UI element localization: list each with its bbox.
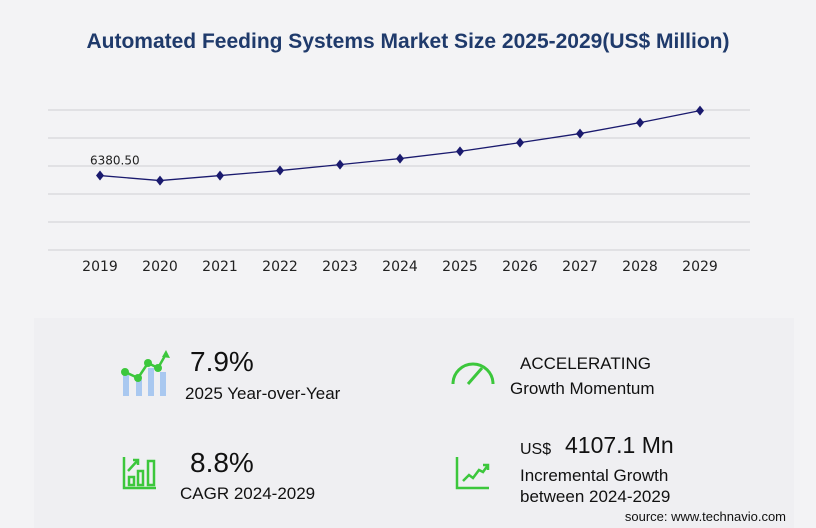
- incr-label-2: between 2024-2029: [520, 487, 671, 506]
- data-point-2019: [96, 170, 104, 181]
- x-tick-label: 2026: [502, 259, 538, 275]
- data-point-2027: [576, 128, 584, 139]
- data-point-2026: [516, 137, 524, 148]
- data-point-2024: [396, 153, 404, 164]
- x-tick-label: 2022: [262, 259, 298, 275]
- growth-chart-icon: [121, 350, 170, 396]
- stats-panel: [34, 318, 794, 528]
- x-tick-label: 2020: [142, 259, 178, 275]
- x-tick-label: 2023: [322, 259, 358, 275]
- cagr-value: 8.8%: [190, 447, 254, 478]
- yoy-label: 2025 Year-over-Year: [185, 384, 341, 403]
- speedometer-icon: [451, 362, 495, 385]
- trend-line-icon: [455, 457, 490, 490]
- cagr-label: CAGR 2024-2029: [180, 484, 316, 503]
- source-text: source: www.technavio.com: [624, 509, 786, 524]
- incr-value: 4107.1 Mn: [565, 432, 674, 458]
- line-chart: 2019 6380.50 2020 2021 2022 2023 2024 2025 2026 2…: [48, 105, 750, 275]
- momentum-value: ACCELERATING: [520, 354, 651, 373]
- data-point-2020: [156, 175, 164, 186]
- data-point-2029: [696, 105, 704, 116]
- incr-currency: US$: [520, 441, 552, 458]
- x-tick-label: 2025: [442, 259, 478, 275]
- x-tick-label: 2029: [682, 259, 718, 275]
- chart-title: Automated Feeding Systems Market Size 20…: [86, 30, 730, 53]
- data-point-2023: [336, 159, 344, 170]
- series-line: [99, 110, 701, 182]
- x-tick-label: 2028: [622, 259, 658, 275]
- bar-growth-icon: [122, 457, 156, 490]
- data-point-2028: [636, 117, 644, 128]
- x-tick-label: 2027: [562, 259, 598, 275]
- yoy-value: 7.9%: [190, 346, 254, 377]
- momentum-label: Growth Momentum: [510, 379, 655, 398]
- incr-label-1: Incremental Growth: [520, 466, 669, 485]
- x-tick-label: 2021: [202, 259, 238, 275]
- x-tick-label: 2019: [82, 259, 118, 275]
- data-point-2025: [456, 146, 464, 157]
- data-point-2022: [276, 165, 284, 176]
- x-tick-label: 2024: [382, 259, 418, 275]
- data-label: 6380.50: [90, 154, 140, 168]
- data-point-2021: [216, 170, 224, 181]
